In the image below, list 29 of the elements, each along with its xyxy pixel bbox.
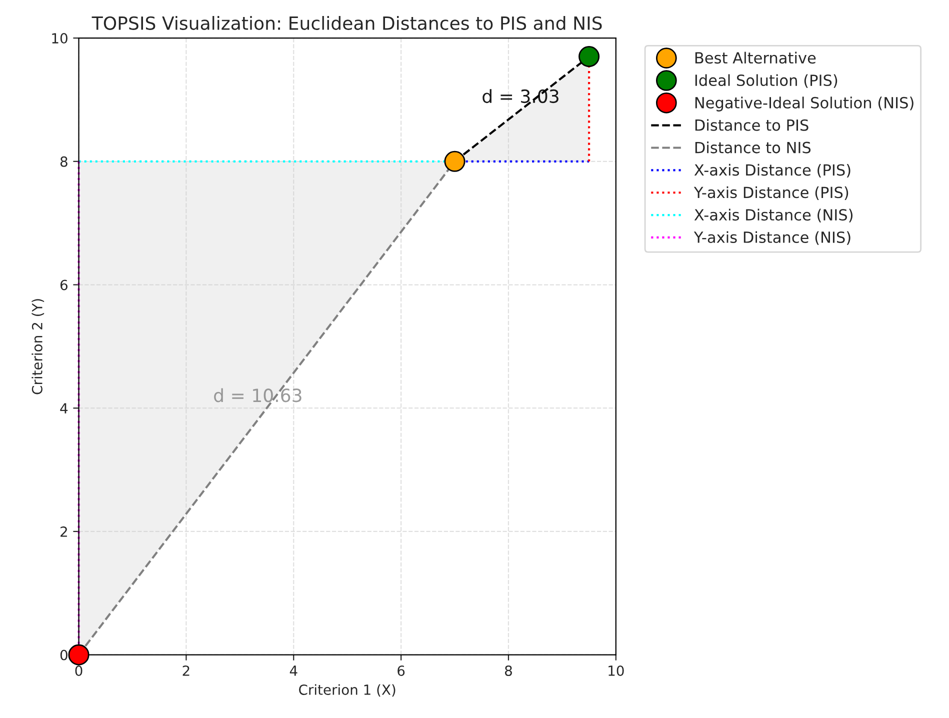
point: [578, 46, 600, 68]
chart-title: TOPSIS Visualization: Euclidean Distances to PIS and NIS: [92, 16, 602, 30]
y-tick-label: 0: [60, 650, 68, 660]
x-tick-label: 10: [608, 665, 624, 676]
y-axis-title: Criterion 2 (Y): [32, 299, 44, 394]
legend-label: Distance to PIS: [695, 119, 808, 131]
legend-label: Y-axis Distance (NIS): [694, 231, 850, 245]
legend-label: X-axis Distance (PIS): [694, 164, 850, 178]
y-tick-label: 8: [60, 156, 68, 167]
point: [444, 150, 466, 172]
legend-label: Distance to NIS: [695, 142, 811, 154]
legend-label: Negative-Ideal Solution (NIS): [695, 96, 914, 112]
x-tick-label: 4: [290, 666, 298, 676]
x-axis-title: Criterion 1 (X): [299, 684, 396, 697]
y-tick-label: 6: [60, 280, 68, 290]
legend-label: X-axis Distance (NIS): [694, 208, 852, 222]
legend-label: Y-axis Distance (PIS): [694, 186, 848, 200]
y-tick-label: 10: [52, 33, 68, 44]
y-tick-label: 2: [60, 526, 67, 537]
legend-label: Best Alternative: [695, 52, 816, 64]
legend-label: Ideal Solution (PIS): [695, 74, 838, 88]
annotation: d = 10.63: [214, 388, 302, 402]
x-tick-label: 6: [398, 665, 405, 676]
y-tick-label: 4: [60, 403, 68, 414]
point: [68, 644, 90, 666]
x-tick-label: 0: [75, 665, 82, 676]
x-tick-label: 8: [505, 665, 512, 676]
annotation: d = 3.03: [482, 89, 558, 104]
x-tick-label: 2: [182, 665, 190, 676]
